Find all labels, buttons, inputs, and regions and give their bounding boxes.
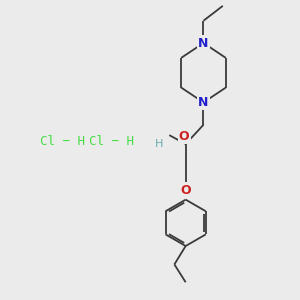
Text: O: O bbox=[180, 184, 191, 196]
Text: N: N bbox=[198, 37, 209, 50]
Text: Cl − H: Cl − H bbox=[89, 135, 134, 148]
Text: Cl − H: Cl − H bbox=[40, 135, 85, 148]
Text: H: H bbox=[155, 139, 163, 149]
Text: N: N bbox=[198, 96, 209, 109]
Text: O: O bbox=[179, 130, 190, 143]
